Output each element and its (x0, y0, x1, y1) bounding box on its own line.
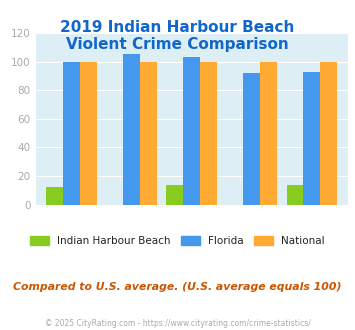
Bar (244, 73, 260, 205)
Text: © 2025 CityRating.com - https://www.cityrating.com/crime-statistics/: © 2025 CityRating.com - https://www.city… (45, 319, 310, 328)
Bar (183, 57, 200, 205)
Bar (80, 62, 97, 205)
Bar (320, 62, 337, 205)
Bar (200, 62, 217, 205)
Text: 2019 Indian Harbour Beach
Violent Crime Comparison: 2019 Indian Harbour Beach Violent Crime … (60, 20, 295, 52)
Bar (166, 184, 183, 205)
Bar (63, 62, 80, 205)
Bar (304, 72, 320, 205)
Bar (123, 54, 140, 205)
Bar (46, 187, 63, 205)
Legend: Indian Harbour Beach, Florida, National: Indian Harbour Beach, Florida, National (26, 232, 329, 250)
Bar (140, 62, 157, 205)
Text: Compared to U.S. average. (U.S. average equals 100): Compared to U.S. average. (U.S. average … (13, 282, 342, 292)
Bar (260, 62, 277, 205)
Bar (286, 184, 304, 205)
